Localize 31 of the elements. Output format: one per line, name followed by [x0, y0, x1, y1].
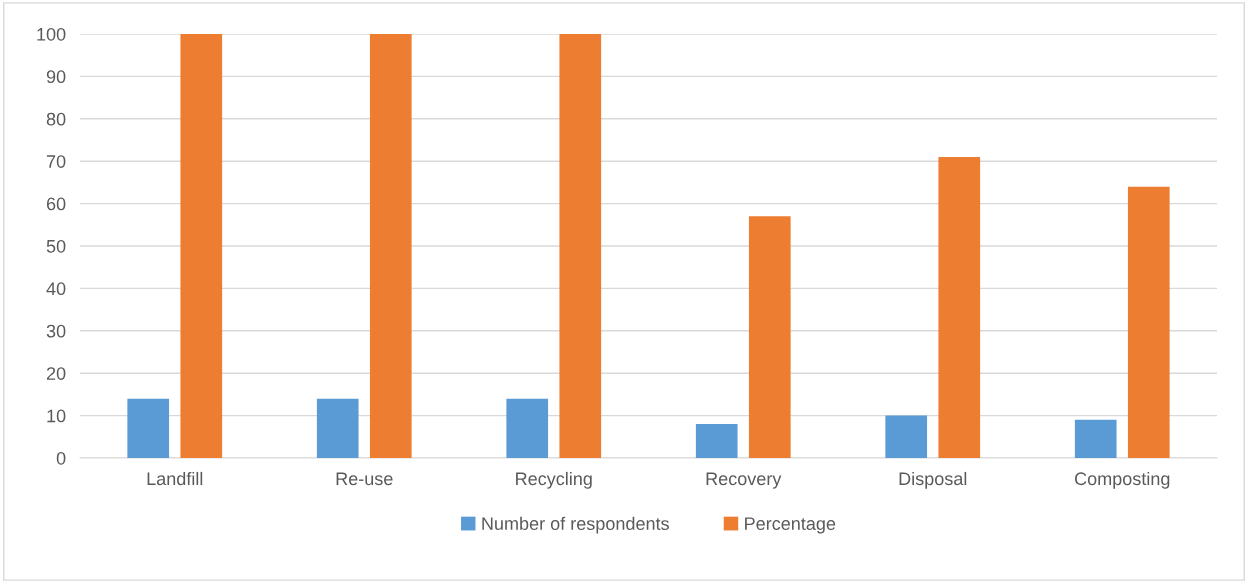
x-tick-label: Recovery: [706, 472, 782, 489]
y-tick-label: 10: [47, 409, 66, 423]
bar: [1127, 186, 1170, 458]
bar: [748, 216, 791, 458]
bar: [938, 156, 981, 458]
y-tick-label: 90: [46, 70, 66, 84]
y-tick-label: 100: [37, 27, 66, 41]
legend-label: Percentage: [745, 517, 836, 534]
bar: [1074, 419, 1117, 458]
y-tick-label: 50: [46, 239, 66, 253]
x-tick-label: Landfill: [147, 471, 203, 486]
bar: [695, 424, 738, 458]
x-tick-label: Disposal: [899, 471, 967, 489]
x-tick-label: Re-use: [336, 472, 393, 486]
y-tick-label: 30: [46, 324, 66, 338]
x-tick-label: Composting: [1075, 471, 1170, 489]
bar: [369, 34, 412, 458]
legend-label: Number of respondents: [482, 516, 669, 534]
y-tick-label: 70: [46, 155, 66, 168]
bar: [559, 34, 602, 458]
x-tick-label: Recycling: [516, 471, 592, 489]
y-tick-label: 0: [56, 451, 66, 465]
bar: [506, 398, 549, 458]
y-tick-label: 60: [46, 197, 66, 211]
y-tick-label: 20: [46, 367, 66, 380]
y-tick-label: 80: [46, 112, 66, 126]
bar: [127, 398, 170, 458]
bar: [316, 398, 359, 458]
bar: [180, 34, 223, 458]
bar: [885, 415, 928, 458]
y-tick-label: 40: [46, 282, 66, 296]
